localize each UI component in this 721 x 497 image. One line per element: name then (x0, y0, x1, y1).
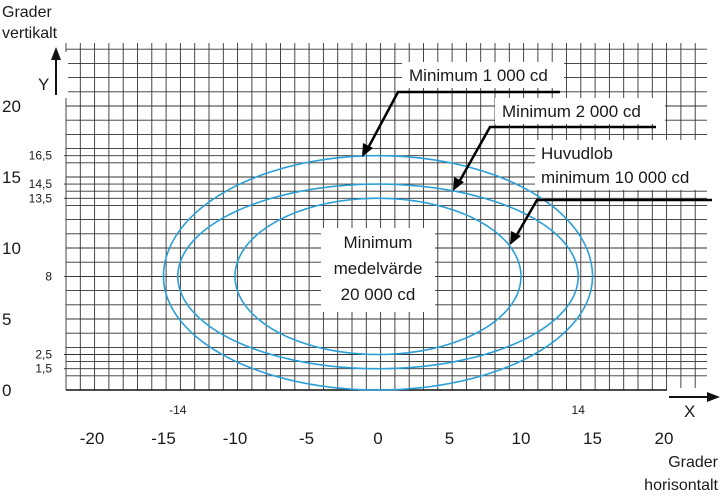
y-tick-label: 20 (2, 97, 21, 116)
x-axis-title-line1: Grader (668, 454, 718, 471)
x-tick-label: -10 (223, 429, 248, 448)
y-axis-title-line1: Grader (2, 4, 52, 21)
y-tick-labels: 0 5 10 15 20 1,52,5 8 13,514,5 16,5 (2, 97, 52, 400)
callout-min-2000: Minimum 2 000 cd (453, 98, 665, 191)
center-label-line3: 20 000 cd (341, 285, 416, 304)
x-extra-tick-label: 14 (572, 403, 586, 417)
x-tick-label: 20 (655, 429, 674, 448)
x-axis-arrow: X (667, 388, 721, 421)
y-axis-title-line2: vertikalt (2, 25, 58, 42)
x-arrow-label: X (684, 402, 695, 421)
callout-main-lobe-line2: minimum 10 000 cd (541, 168, 689, 187)
x-tick-label: 15 (583, 429, 602, 448)
x-tick-label: 10 (512, 429, 531, 448)
zone-curve-1 (162, 154, 594, 391)
x-extra-tick-label: -14 (169, 403, 187, 417)
y-arrow-label: Y (38, 75, 49, 94)
y-extra-tick-label: 1,5 (35, 362, 52, 376)
y-extra-tick-label: 8 (45, 269, 52, 283)
x-tick-label: -15 (151, 429, 176, 448)
x-tick-labels: -20 -15 -10 -5 0 5 10 15 20 -14 14 (80, 403, 674, 448)
y-tick-label: 0 (2, 381, 11, 400)
x-tick-label: -20 (80, 429, 105, 448)
grid (64, 43, 707, 391)
zone-curve-3 (234, 197, 522, 356)
zone-curve-2 (176, 183, 579, 370)
y-tick-label: 10 (2, 239, 21, 258)
callout-min-2000-label: Minimum 2 000 cd (502, 102, 641, 121)
center-label-line2: medelvärde (334, 259, 423, 278)
y-extra-tick-label: 13,5 (29, 191, 53, 205)
callout-main-lobe: Huvudlob minimum 10 000 cd (510, 140, 713, 245)
x-axis-title-line2: horisontalt (644, 477, 718, 494)
callout-min-1000-label: Minimum 1 000 cd (409, 66, 548, 85)
y-axis-arrow: Y (34, 47, 68, 98)
y-tick-label: 5 (2, 310, 11, 329)
center-label: Minimum medelvärde 20 000 cd (321, 228, 435, 312)
y-extra-tick-label: 14,5 (29, 177, 53, 191)
x-tick-label: 5 (445, 429, 454, 448)
y-tick-label: 15 (2, 168, 21, 187)
zone-curves (162, 154, 594, 391)
y-extra-tick-label: 16,5 (29, 149, 53, 163)
center-label-line1: Minimum (344, 233, 413, 252)
x-tick-label: -5 (299, 429, 314, 448)
y-extra-tick-label: 2,5 (35, 348, 52, 362)
x-axis-title-bg (628, 447, 721, 497)
x-tick-label: 0 (373, 429, 382, 448)
callout-main-lobe-line1: Huvudlob (541, 144, 613, 163)
callout-min-1000: Minimum 1 000 cd (362, 62, 564, 157)
